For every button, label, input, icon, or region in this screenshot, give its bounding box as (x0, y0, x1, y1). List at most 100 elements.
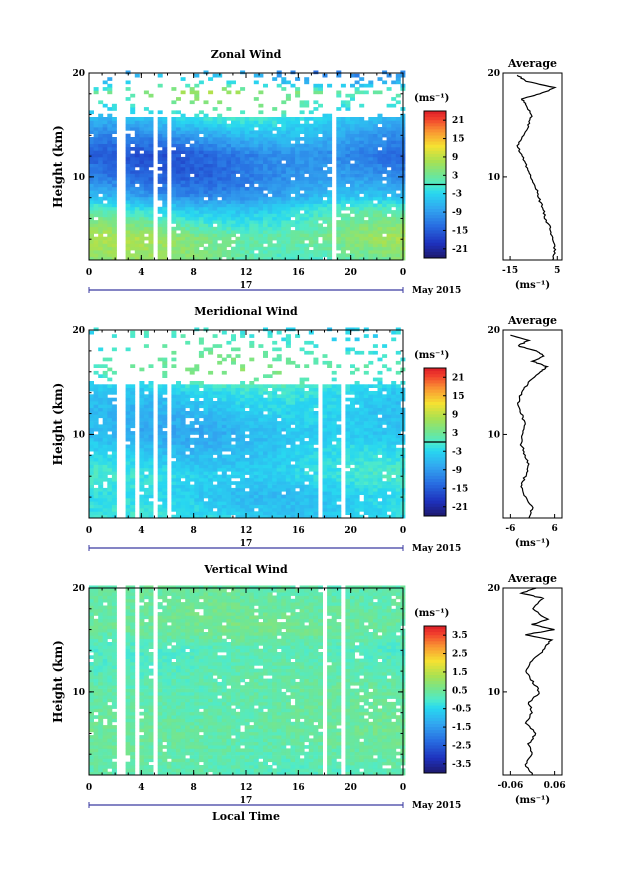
heatmap-cell (171, 508, 177, 512)
heatmap-cell (111, 514, 117, 519)
heatmap-cell (253, 491, 259, 495)
heatmap-cell (208, 253, 214, 258)
heatmap-cell (263, 417, 268, 422)
heatmap-cell (148, 454, 154, 459)
heatmap-cell (176, 471, 181, 475)
heatmap-cell (249, 230, 255, 234)
heatmap-cell (272, 243, 278, 248)
heatmap-cell (235, 434, 241, 439)
heatmap-cell (345, 173, 351, 178)
heatmap-cell (221, 213, 227, 218)
colorbar-segment (424, 209, 446, 213)
heatmap-cell (281, 384, 287, 388)
heatmap-cell (185, 454, 191, 459)
heatmap-cell (386, 230, 392, 234)
heatmap-cell (217, 250, 223, 254)
heatmap-cell (180, 391, 186, 395)
heatmap-cell (372, 223, 378, 228)
heatmap-cell (240, 417, 246, 422)
heatmap-cell (162, 501, 168, 505)
heatmap-cell (327, 417, 333, 422)
heatmap-cell (308, 156, 314, 161)
heatmap-cell (217, 153, 223, 158)
heatmap-cell (176, 421, 181, 425)
heatmap-cell (258, 170, 264, 174)
heatmap-cell (130, 103, 136, 108)
heatmap-cell (212, 474, 218, 479)
heatmap-cell (102, 427, 108, 432)
heatmap-cell (372, 186, 378, 191)
heatmap-cell (244, 511, 250, 515)
heatmap-cell (363, 250, 369, 254)
heatmap-cell (134, 73, 140, 78)
heatmap-cell (322, 411, 328, 415)
heatmap-cell (203, 233, 209, 238)
heatmap-cell (212, 407, 218, 412)
heatmap-cell (240, 206, 246, 211)
heatmap-cell (313, 464, 319, 469)
heatmap-cell (93, 414, 99, 419)
heatmap-cell (189, 387, 195, 392)
heatmap-cell (212, 253, 218, 258)
heatmap-cell (285, 226, 291, 231)
heatmap-cell (267, 140, 273, 144)
heatmap-cell (176, 461, 181, 465)
heatmap-cell (290, 427, 296, 432)
heatmap-cell (157, 223, 163, 228)
heatmap-cell (313, 87, 319, 91)
heatmap-cell (258, 103, 264, 108)
heatmap-cell (139, 223, 145, 228)
heatmap-cell (313, 508, 319, 512)
heatmap-cell (98, 186, 104, 191)
heatmap-cell (350, 200, 355, 204)
heatmap-cell (285, 491, 291, 495)
heatmap-cell (276, 170, 282, 174)
heatmap-cell (350, 233, 355, 238)
heatmap-cell (139, 230, 145, 234)
heatmap-cell (249, 487, 255, 492)
heatmap-cell (267, 240, 273, 244)
heatmap-cell (162, 140, 168, 144)
heatmap-cell (162, 437, 168, 442)
colorbar-segment (424, 190, 446, 195)
heatmap-cell (111, 223, 117, 228)
heatmap-cell (281, 404, 287, 409)
heatmap-cell (89, 213, 94, 218)
heatmap-cell (221, 200, 227, 204)
heatmap-cell (235, 387, 241, 392)
heatmap-cell (276, 474, 282, 479)
heatmap-cell (203, 474, 209, 479)
heatmap-cell (395, 203, 401, 208)
heatmap-cell (231, 256, 236, 261)
heatmap-cell (143, 210, 149, 214)
heatmap-cell (258, 397, 264, 402)
x-tick-label: 4 (138, 268, 144, 278)
heatmap-cell (203, 180, 209, 184)
heatmap-cell (130, 153, 136, 158)
heatmap-cell (299, 394, 305, 398)
heatmap-cell (208, 230, 214, 234)
heatmap-cell (372, 137, 378, 141)
heatmap-cell (102, 87, 108, 91)
heatmap-cell (217, 183, 223, 188)
heatmap-cell (350, 190, 355, 194)
heatmap-cell (185, 461, 191, 465)
heatmap-cell (171, 477, 177, 482)
heatmap-cell (143, 223, 149, 228)
heatmap-cell (253, 451, 259, 455)
heatmap-cell (221, 414, 227, 419)
heatmap-cell (93, 203, 99, 208)
heatmap-cell (244, 153, 250, 158)
heatmap-cell (203, 461, 209, 465)
heatmap-cell (235, 354, 241, 358)
heatmap-cell (226, 83, 232, 88)
heatmap-cell (203, 223, 209, 228)
heatmap-cell (400, 70, 406, 75)
heatmap-cell (263, 240, 268, 244)
heatmap-cell (125, 223, 131, 228)
heatmap-cell (194, 250, 200, 254)
heatmap-cell (107, 220, 113, 224)
heatmap-cell (308, 180, 314, 184)
heatmap-cell (386, 133, 392, 138)
heatmap-cell (143, 508, 149, 512)
